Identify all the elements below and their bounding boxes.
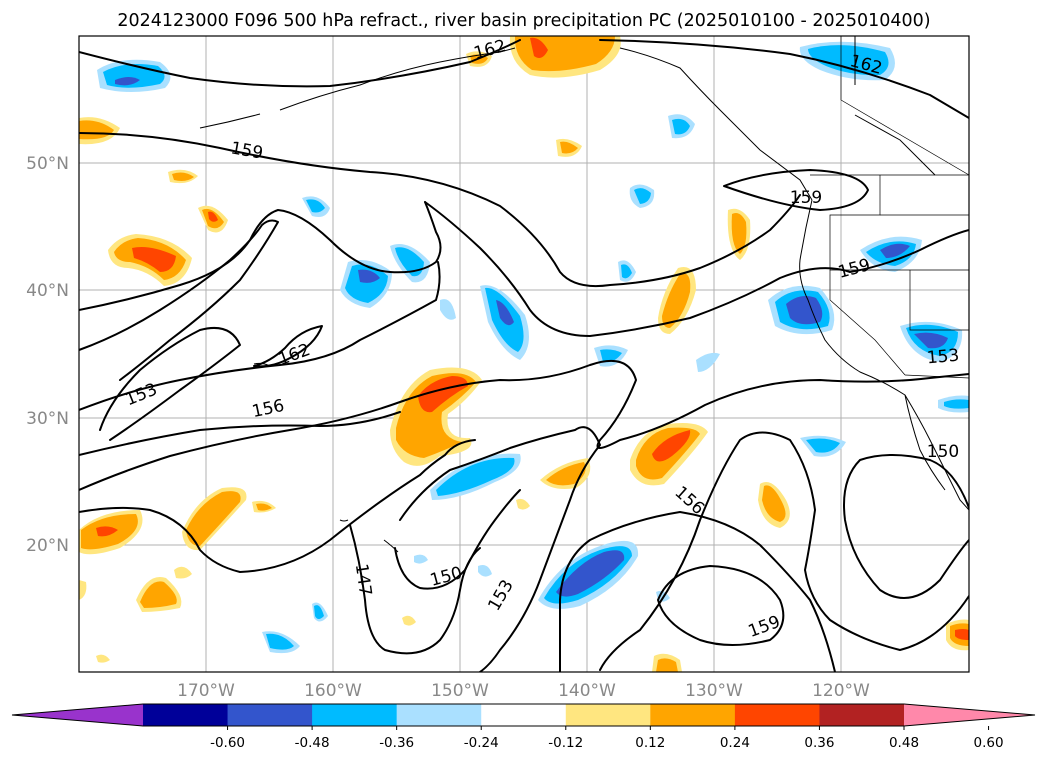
contour-162-inner [253, 325, 323, 368]
lon-label-120w: 120°W [812, 681, 870, 701]
lon-label-150w: 150°W [431, 681, 489, 701]
contour-156-mid [79, 261, 441, 411]
colorbar-tick-label: -0.36 [379, 735, 414, 751]
colorbar-segment [143, 704, 229, 726]
contour-147 [349, 524, 481, 655]
lat-label-30n: 30°N [26, 409, 69, 429]
colorbar-extend-low [12, 704, 143, 726]
colorbar-tick-label: 0.24 [720, 735, 750, 751]
contour-150-south [394, 489, 521, 590]
colorbar-segment [650, 704, 736, 726]
precip-shading [79, 36, 969, 672]
lon-label-170w: 170°W [177, 681, 235, 701]
contour-159-closed [723, 169, 869, 211]
map-panel: 162 162 159 159 159 162 153 156 153 156 … [78, 35, 970, 673]
contour-156-lower [79, 411, 401, 456]
colorbar-tick-label: -0.60 [210, 735, 245, 751]
precip-positive-area [79, 36, 969, 672]
contour-159-mid [424, 201, 969, 337]
contour-150-lower [79, 439, 476, 573]
colorbar-outline [11, 703, 1036, 727]
colorbar-segment [227, 704, 313, 726]
lon-label-130w: 130°W [685, 681, 743, 701]
precip-negative-area [97, 41, 969, 654]
colorbar-tick-label: 0.12 [635, 735, 665, 751]
colorbar-segment [734, 704, 820, 726]
colorbar-tick-label: 0.48 [889, 735, 919, 751]
lat-label-50n: 50°N [26, 154, 69, 174]
colorbar-tick-label: 0.36 [804, 735, 834, 751]
contour-162-ne [599, 39, 969, 119]
contour-label: 159 [790, 188, 822, 208]
colorbar: -0.60 -0.48 -0.36 -0.24 -0.12 0.12 0.24 0.36 0.4… [11, 703, 1036, 751]
colorbar-extend-high [904, 704, 1035, 726]
colorbar-segment [396, 704, 482, 726]
map-frame [78, 35, 970, 673]
figure-title: 2024123000 F096 500 hPa refract., river … [117, 11, 930, 31]
lat-label-20n: 20°N [26, 536, 69, 556]
contour-156-upper [79, 201, 442, 311]
contour-159-north [79, 132, 801, 288]
contour-label: 153 [926, 346, 960, 369]
coastlines [199, 36, 969, 553]
colorbar-tick-label: -0.12 [548, 735, 583, 751]
colorbar-tick-label: 0.60 [974, 735, 1004, 751]
colorbar-tick-label: -0.24 [464, 735, 499, 751]
lon-label-140w: 140°W [558, 681, 616, 701]
contour-153-mid [79, 360, 969, 491]
lat-label-40n: 40°N [26, 281, 69, 301]
contour-156-east [599, 431, 969, 671]
lat-axis-labels: 50°N 40°N 30°N 20°N [26, 154, 69, 556]
colorbar-segment [312, 704, 398, 726]
contour-156-south [559, 511, 836, 672]
colorbar-segment [819, 704, 905, 726]
colorbar-segment [481, 704, 567, 726]
contour-150-inner [99, 326, 241, 441]
contour-label: 150 [927, 442, 959, 462]
colorbar-segment [565, 704, 651, 726]
contour-150-east [843, 454, 969, 599]
lon-label-160w: 160°W [304, 681, 362, 701]
contour-label: 147 [351, 562, 375, 597]
lon-axis-labels: 170°W 160°W 150°W 140°W 130°W 120°W [177, 681, 870, 701]
boundaries [810, 36, 969, 379]
colorbar-tick-label: -0.48 [295, 735, 330, 751]
contour-159-south [657, 565, 785, 646]
contour-153-upper [79, 219, 279, 381]
height-contours [79, 39, 969, 672]
contour-162-north [79, 39, 521, 88]
contour-153-south [399, 426, 601, 672]
